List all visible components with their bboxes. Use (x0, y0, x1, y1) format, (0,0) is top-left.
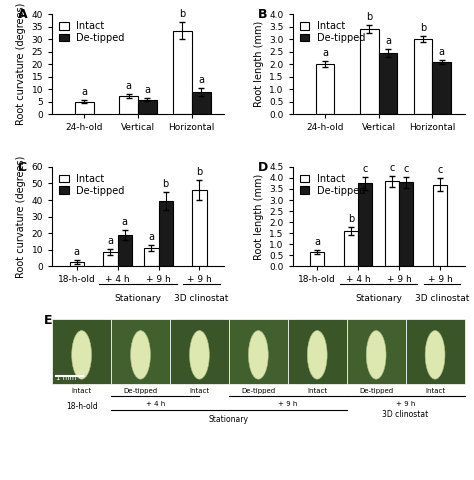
Text: Stationary: Stationary (115, 294, 162, 303)
Bar (52, 319, 111, 384)
Text: a: a (385, 36, 391, 46)
Text: c: c (363, 164, 368, 174)
Text: 3D clinostat: 3D clinostat (415, 294, 469, 303)
Text: De-tipped: De-tipped (241, 388, 275, 394)
Bar (344, 231, 358, 266)
Bar (111, 319, 170, 384)
Ellipse shape (366, 331, 386, 379)
Bar (406, 319, 465, 384)
Text: Intact: Intact (189, 388, 210, 394)
Bar (433, 184, 447, 266)
Text: b: b (366, 12, 373, 22)
Bar (192, 92, 210, 114)
Y-axis label: Root length (mm): Root length (mm) (254, 173, 264, 260)
Text: a: a (126, 81, 132, 91)
Bar (158, 201, 173, 266)
Bar (119, 96, 138, 114)
Bar (432, 62, 451, 114)
Text: b: b (179, 9, 185, 19)
Text: A: A (18, 9, 27, 22)
Y-axis label: Root curvature (degrees): Root curvature (degrees) (16, 156, 26, 278)
Bar (360, 29, 379, 114)
Text: + 9 h: + 9 h (396, 401, 415, 407)
Text: B: B (258, 9, 268, 22)
Bar (138, 99, 157, 114)
Text: + 4 h: + 4 h (146, 401, 165, 407)
Legend: Intact, De-tipped: Intact, De-tipped (57, 19, 127, 45)
Legend: Intact, De-tipped: Intact, De-tipped (298, 19, 367, 45)
Text: Intact: Intact (72, 388, 91, 394)
Text: 3D clinostat: 3D clinostat (383, 410, 429, 419)
Text: Intact: Intact (307, 388, 328, 394)
Bar (103, 252, 118, 266)
Y-axis label: Root curvature (degrees): Root curvature (degrees) (16, 3, 26, 125)
Text: E: E (44, 314, 53, 327)
Ellipse shape (307, 331, 327, 379)
Text: c: c (389, 163, 394, 173)
Bar (399, 182, 413, 266)
Bar (192, 190, 207, 266)
Bar (173, 31, 192, 114)
Text: 3D clinostat: 3D clinostat (174, 294, 228, 303)
Text: D: D (258, 161, 269, 174)
Bar (379, 53, 397, 114)
Bar (75, 102, 94, 114)
Ellipse shape (425, 331, 445, 379)
Text: Stationary: Stationary (355, 294, 402, 303)
Text: c: c (438, 165, 443, 175)
Text: c: c (403, 164, 409, 174)
Legend: Intact, De-tipped: Intact, De-tipped (298, 172, 367, 197)
Bar (316, 64, 334, 114)
Text: b: b (420, 23, 426, 33)
Bar (170, 319, 229, 384)
Bar (118, 235, 132, 266)
Bar (413, 39, 432, 114)
Ellipse shape (131, 331, 150, 379)
Text: De-tipped: De-tipped (359, 388, 393, 394)
Text: a: a (73, 247, 80, 257)
Bar (229, 319, 288, 384)
Text: a: a (122, 217, 128, 227)
Bar (70, 262, 84, 266)
Text: + 9 h: + 9 h (278, 401, 298, 407)
Text: a: a (145, 85, 150, 95)
Y-axis label: Root length (mm): Root length (mm) (254, 21, 264, 108)
Text: b: b (348, 214, 354, 224)
Bar (144, 248, 158, 266)
Bar (310, 252, 324, 266)
Text: a: a (148, 231, 155, 241)
Text: Intact: Intact (425, 388, 445, 394)
Text: Stationary: Stationary (209, 415, 249, 424)
Ellipse shape (248, 331, 268, 379)
Text: b: b (163, 179, 169, 189)
Bar (346, 319, 406, 384)
Text: a: a (322, 48, 328, 58)
Text: a: a (108, 236, 113, 246)
Text: a: a (439, 47, 445, 57)
Text: C: C (18, 161, 27, 174)
Bar (358, 183, 373, 266)
Bar (385, 181, 399, 266)
Text: a: a (314, 237, 320, 247)
Text: 1 mm: 1 mm (56, 375, 76, 382)
Legend: Intact, De-tipped: Intact, De-tipped (57, 172, 127, 197)
Text: a: a (82, 87, 87, 97)
Text: a: a (198, 75, 204, 85)
Ellipse shape (190, 331, 210, 379)
Bar (288, 319, 346, 384)
Text: b: b (196, 167, 202, 177)
Text: 18-h-old: 18-h-old (66, 402, 98, 411)
Ellipse shape (72, 331, 91, 379)
Text: De-tipped: De-tipped (123, 388, 157, 394)
